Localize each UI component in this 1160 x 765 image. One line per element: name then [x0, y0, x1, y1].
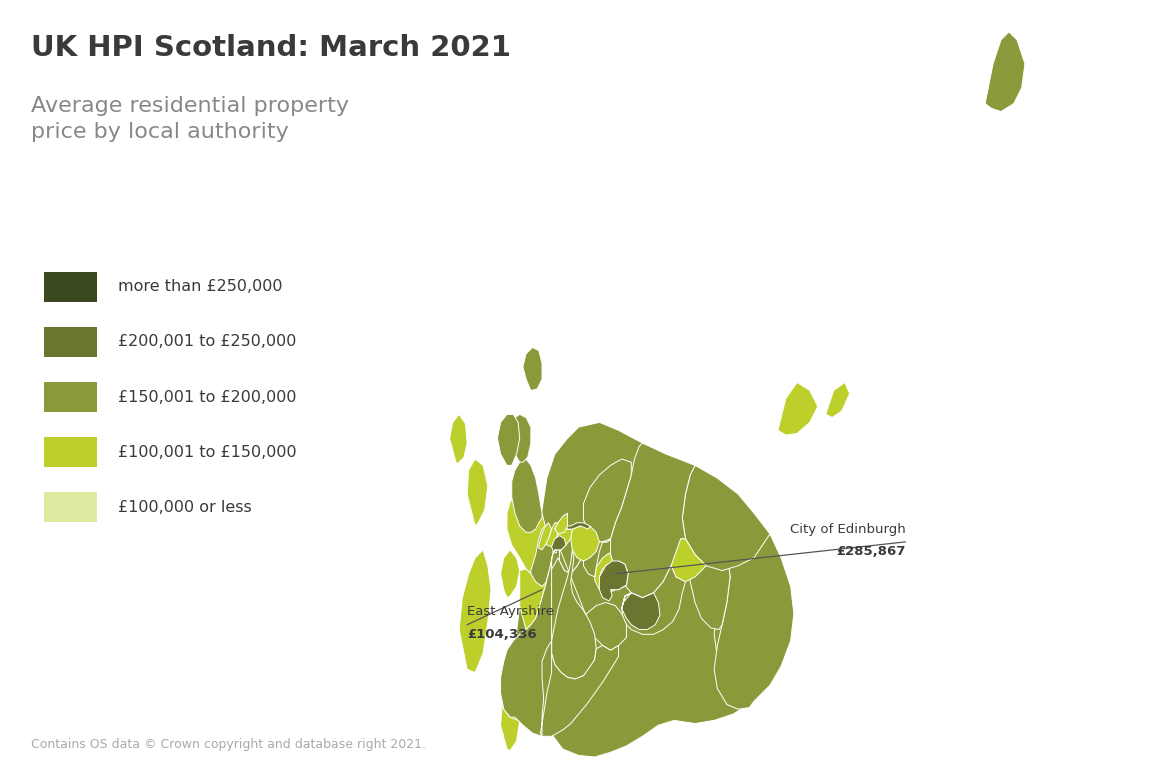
Polygon shape [501, 561, 618, 736]
Polygon shape [571, 526, 600, 561]
Polygon shape [539, 522, 552, 550]
Text: UK HPI Scotland: March 2021: UK HPI Scotland: March 2021 [31, 34, 512, 63]
Text: £150,001 to £200,000: £150,001 to £200,000 [118, 389, 297, 405]
Polygon shape [595, 553, 622, 593]
Polygon shape [672, 539, 706, 581]
Text: £100,001 to £150,000: £100,001 to £150,000 [118, 444, 297, 460]
Polygon shape [682, 465, 770, 571]
Polygon shape [559, 526, 593, 574]
Polygon shape [715, 478, 793, 709]
Text: £285,867: £285,867 [836, 545, 906, 558]
Polygon shape [459, 550, 491, 672]
Text: Contains OS data © Crown copyright and database right 2021.: Contains OS data © Crown copyright and d… [31, 738, 427, 751]
Text: East Ayrshire: East Ayrshire [467, 605, 554, 618]
Polygon shape [583, 459, 631, 542]
Polygon shape [520, 550, 557, 630]
Text: more than £250,000: more than £250,000 [118, 279, 283, 295]
Polygon shape [622, 566, 686, 634]
Polygon shape [501, 625, 536, 721]
Text: £200,001 to £250,000: £200,001 to £250,000 [118, 334, 297, 350]
Polygon shape [501, 693, 520, 750]
Polygon shape [515, 422, 793, 757]
Text: £104,336: £104,336 [467, 628, 537, 641]
Polygon shape [554, 529, 572, 550]
Polygon shape [778, 382, 818, 435]
Polygon shape [552, 536, 566, 553]
Polygon shape [450, 415, 467, 464]
Polygon shape [545, 522, 558, 547]
Text: Average residential property
price by local authority: Average residential property price by lo… [31, 96, 349, 142]
Text: City of Edinburgh: City of Edinburgh [790, 522, 906, 535]
Polygon shape [554, 513, 567, 534]
Polygon shape [686, 465, 730, 630]
Polygon shape [985, 32, 1025, 112]
Polygon shape [498, 415, 520, 465]
Polygon shape [622, 593, 660, 630]
Polygon shape [552, 550, 596, 679]
Polygon shape [583, 539, 610, 577]
Polygon shape [826, 382, 849, 418]
Polygon shape [507, 491, 545, 574]
Polygon shape [566, 522, 589, 529]
Polygon shape [523, 347, 542, 390]
Polygon shape [501, 550, 520, 597]
Polygon shape [600, 561, 628, 601]
Text: £100,000 or less: £100,000 or less [118, 500, 252, 515]
Polygon shape [610, 443, 695, 597]
Polygon shape [467, 459, 488, 526]
Polygon shape [600, 561, 628, 590]
Polygon shape [512, 415, 531, 462]
Polygon shape [544, 526, 626, 653]
Polygon shape [541, 641, 552, 736]
Polygon shape [715, 587, 793, 702]
Polygon shape [512, 459, 542, 532]
